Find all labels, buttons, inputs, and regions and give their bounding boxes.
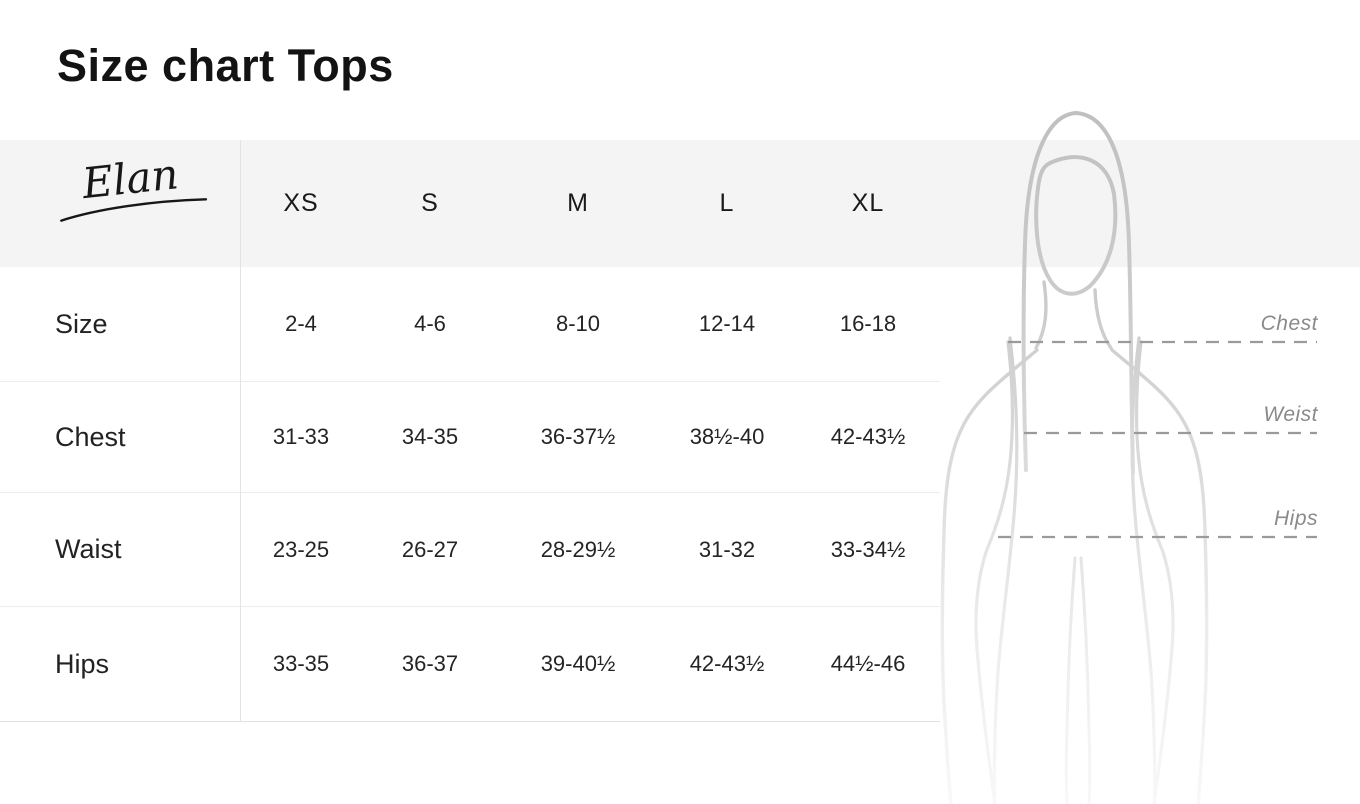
cell-size-s: 4-6: [414, 311, 446, 336]
column-header-xs: XS: [283, 189, 319, 217]
column-header-xl: XL: [851, 189, 885, 217]
cell-size-xs: 2-4: [285, 311, 317, 336]
table-header-band: [0, 140, 1360, 267]
row-label-chest: Chest: [55, 421, 126, 452]
left-inner-leg-line: [1064, 556, 1077, 804]
cell-waist-xl: 33-34½: [830, 536, 906, 562]
size-table: XS S M L XL Size 2-4 4-6 8-10 12-14 16-1…: [0, 140, 940, 722]
cell-hips-xs: 33-35: [272, 651, 330, 676]
neck-right-line: [1093, 288, 1113, 350]
column-header-l: L: [719, 189, 735, 217]
hair-outline: [1021, 111, 1135, 475]
table-row-waist: Waist 23-25 26-27 28-29½ 31-32 33-34½: [0, 493, 940, 607]
cell-waist-m: 28-29½: [540, 536, 616, 562]
body-silhouette-figure: [940, 111, 1317, 804]
logo-underline-flourish: [60, 198, 208, 222]
column-header-s: S: [421, 189, 439, 217]
chest-measure-label: Chest: [1260, 312, 1318, 335]
table-row-size: Size 2-4 4-6 8-10 12-14 16-18: [0, 267, 940, 382]
right-inner-leg-line: [1079, 556, 1092, 804]
cell-waist-xs: 23-25: [272, 536, 330, 562]
row-label-waist: Waist: [55, 534, 122, 564]
neck-left-line: [1034, 280, 1048, 350]
cell-waist-s: 26-27: [401, 536, 459, 562]
page-title: Size chart Tops: [57, 40, 394, 91]
cell-size-m: 8-10: [555, 311, 601, 336]
cell-hips-s: 36-37: [401, 651, 459, 676]
cell-hips-xl: 44½-46: [830, 651, 906, 676]
cell-chest-s: 34-35: [401, 424, 459, 449]
table-row-hips: Hips 33-35 36-37 39-40½ 42-43½ 44½-46: [0, 607, 940, 722]
cell-waist-l: 31-32: [698, 536, 756, 562]
face-outline: [1034, 155, 1118, 296]
column-header-m: M: [567, 189, 589, 217]
cell-chest-xs: 31-33: [272, 424, 330, 449]
row-label-hips: Hips: [55, 648, 110, 679]
table-header-row: XS S M L XL: [0, 140, 940, 267]
cell-chest-m: 36-37½: [540, 424, 616, 449]
row-label-size: Size: [55, 308, 108, 339]
cell-size-xl: 16-18: [839, 311, 897, 336]
left-arm-outline: [940, 348, 1039, 804]
cell-chest-xl: 42-43½: [830, 424, 906, 449]
right-arm-outline: [1110, 348, 1209, 804]
left-arm-inner-line: [992, 336, 1019, 804]
brand-logo: Elan: [44, 149, 223, 258]
cell-chest-l: 38½-40: [689, 424, 765, 449]
right-arm-inner-line: [1130, 336, 1157, 804]
cell-hips-m: 39-40½: [540, 651, 616, 676]
waist-measure-label: Weist: [1263, 403, 1318, 426]
table-row-chest: Chest 31-33 34-35 36-37½ 38½-40 42-43½: [0, 382, 940, 493]
right-torso-leg-line: [1134, 340, 1175, 804]
left-torso-leg-line: [974, 340, 1015, 804]
table-vertical-divider: [240, 140, 241, 722]
hips-measure-label: Hips: [1273, 507, 1318, 530]
cell-size-l: 12-14: [698, 311, 756, 336]
cell-hips-l: 42-43½: [689, 651, 765, 676]
